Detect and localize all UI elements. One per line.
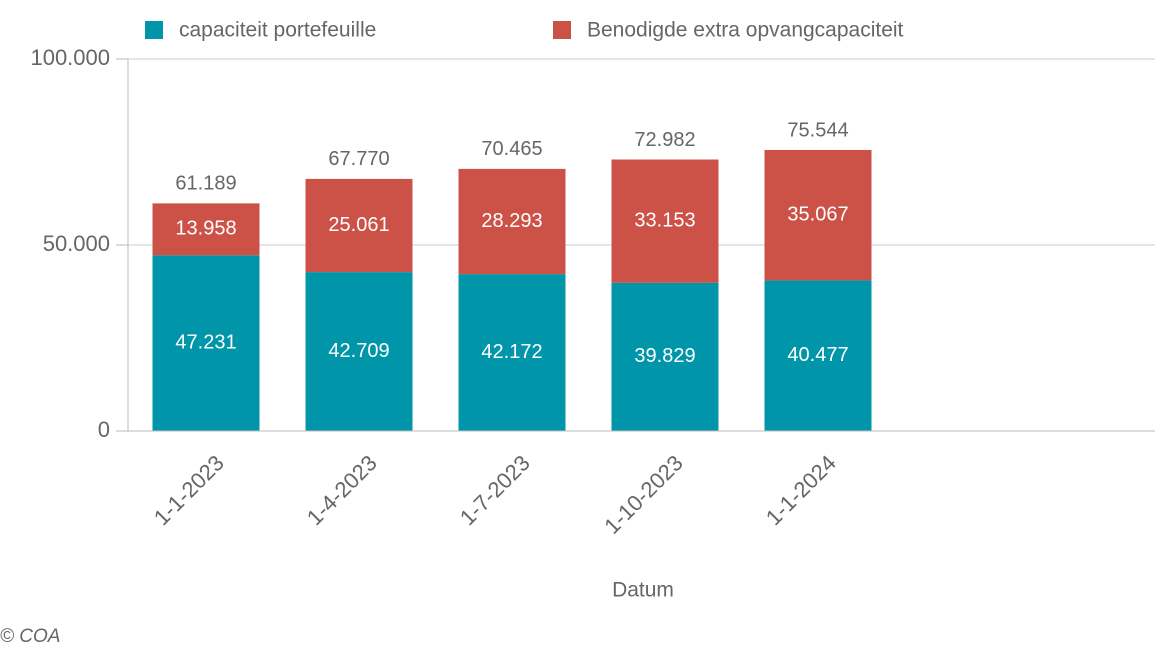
total-label: 61.189 — [175, 173, 236, 195]
y-tick-label: 100.000 — [30, 45, 110, 70]
bar-value-label: 40.477 — [787, 344, 848, 366]
bar-segment — [152, 255, 260, 431]
total-label: 70.465 — [481, 138, 542, 160]
bar-segment — [305, 178, 413, 273]
total-label: 67.770 — [328, 148, 389, 170]
bar-value-label: 33.153 — [634, 209, 695, 231]
legend-label: Benodigde extra opvangcapaciteit — [587, 19, 904, 42]
bar-segment — [305, 272, 413, 431]
y-tick-label: 0 — [98, 417, 110, 442]
bar-value-label: 42.709 — [328, 340, 389, 362]
bar-segment — [611, 282, 719, 431]
bar-value-label: 28.293 — [481, 210, 542, 232]
x-tick-label: 1-1-2024 — [761, 450, 841, 530]
bar-value-label: 47.231 — [175, 331, 236, 353]
y-tick-label: 50.000 — [43, 231, 110, 256]
x-tick-label: 1-4-2023 — [302, 450, 382, 530]
legend-swatch — [145, 21, 163, 39]
x-axis-title: Datum — [612, 579, 674, 602]
total-label: 72.982 — [634, 129, 695, 151]
legend-label: capaciteit portefeuille — [179, 19, 376, 42]
legend-swatch — [553, 21, 571, 39]
bar-value-label: 39.829 — [634, 345, 695, 367]
total-label: 75.544 — [787, 119, 848, 141]
bar-segment — [458, 168, 566, 275]
bar-segment — [764, 280, 872, 431]
x-tick-label: 1-7-2023 — [455, 450, 535, 530]
bar-segment — [152, 203, 260, 256]
x-tick-label: 1-1-2023 — [149, 450, 229, 530]
bar-value-label: 13.958 — [175, 218, 236, 240]
bar-segment — [611, 159, 719, 283]
bar-value-label: 25.061 — [328, 214, 389, 236]
x-tick-label: 1-10-2023 — [599, 450, 688, 539]
footer: © COA — [0, 626, 60, 647]
bar-value-label: 35.067 — [787, 203, 848, 225]
bar-segment — [458, 274, 566, 431]
bar-segment — [764, 149, 872, 281]
bar-value-label: 42.172 — [481, 341, 542, 363]
